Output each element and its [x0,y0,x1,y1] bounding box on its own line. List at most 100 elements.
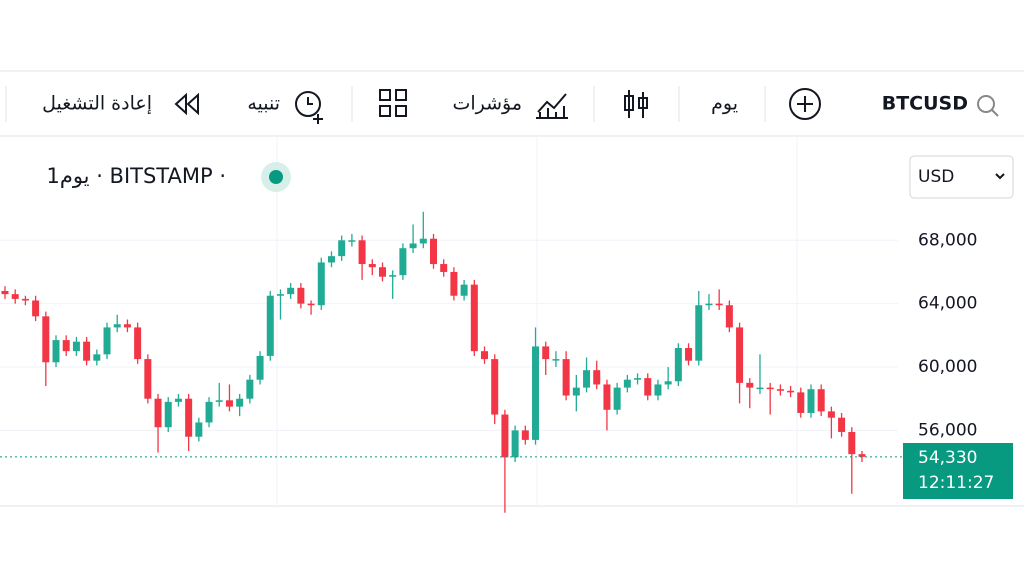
candle-body [389,275,397,277]
search-icon[interactable] [977,95,995,113]
candle-body [419,238,427,244]
candle-body [787,390,795,393]
candle-body [21,298,29,301]
candle-body [368,264,376,268]
candle-body [215,400,223,402]
candle-body [858,454,866,457]
candle-body [430,238,437,265]
candle-body [42,316,50,363]
candle-body [664,381,672,385]
candle-body [715,303,723,306]
candle-body [583,370,591,388]
candle-body [123,324,131,328]
candle-body [562,359,570,396]
symbol[interactable]: BTCUSD [882,93,968,115]
candle-body [725,305,733,328]
candle-body [491,359,499,415]
candle-body [185,398,193,437]
candle-body [603,384,611,410]
countdown: 12:11:27 [918,473,994,493]
candle-body [256,355,264,380]
candle-body [776,389,784,391]
candle-body [307,303,315,306]
candle-body [460,284,468,296]
dropdown-arrow [995,173,1005,180]
status-dot [269,170,283,184]
indicators-icon[interactable] [536,93,568,119]
candle-body [572,387,580,396]
toolbar: BTCUSD يوم مؤشرات تنبيه إعادة التشغيل [5,86,999,124]
candle-body [52,340,60,363]
candle-body [62,340,70,352]
candle-body [327,256,335,263]
replay-icon[interactable] [174,92,199,116]
candle-body [756,387,764,390]
candle-body [399,248,407,276]
candle-body [348,240,356,242]
candle-body [246,379,254,399]
currency-select[interactable] [909,155,1014,199]
candle-body [613,387,621,410]
plot [0,211,903,513]
candle-body [848,431,856,455]
search-icon [991,109,999,117]
candle-body [674,348,682,382]
candle-body [542,346,550,360]
candle-body [521,430,529,440]
candle-body [450,271,458,296]
alert-icon[interactable] [295,91,321,117]
y-tick-label: 56,000 [918,420,977,440]
candle-body [317,262,325,306]
candle-body [358,240,366,265]
candle-body [654,384,662,396]
candle-body [83,341,91,361]
candle-body [93,354,101,361]
candle-body [409,243,417,249]
candle-body [154,398,162,428]
y-tick-label: 68,000 [918,230,977,250]
candle-body [32,300,40,317]
candle-body [144,359,152,399]
last-price-label: 54,330 [918,448,977,468]
candle-body [195,422,203,437]
chart-legend: 1يوم · BITSTAMP · [46,164,226,188]
candle-body [705,303,713,306]
layout-icon[interactable] [379,89,407,117]
candle-body [72,341,80,352]
plus-icon [797,96,813,112]
candle-body [1,290,9,295]
candle-body [827,411,835,418]
vertical-grid [276,137,798,505]
candle-body [838,417,846,432]
interval[interactable]: يوم [711,93,738,115]
candle-body [746,382,754,388]
alert-icon-detail [307,97,323,124]
candle-body [817,389,825,412]
candle-body [338,240,346,257]
candle-body [103,327,111,355]
candle-body [766,387,774,390]
chart-type-icon[interactable] [624,90,648,118]
y-tick-label: 64,000 [918,294,977,314]
currency: USD [918,167,954,187]
candle-body [481,351,489,360]
candle-body [797,392,805,413]
candle-body [511,430,519,458]
candle-body [287,287,295,295]
candle-body [266,295,274,356]
candle-body [276,294,284,296]
add-symbol[interactable] [789,88,821,120]
candle-body [236,398,244,407]
candle-body [623,379,631,388]
candle-body [470,284,478,352]
replay[interactable]: إعادة التشغيل [42,93,152,116]
candle-body [378,267,386,277]
candle-body [685,348,693,361]
indicators[interactable]: مؤشرات [452,93,522,115]
alert[interactable]: تنبيه [247,93,280,115]
candle-body [736,327,744,383]
candle-body [174,398,182,402]
y-tick-label: 60,000 [918,357,977,377]
candle-body [644,378,652,396]
